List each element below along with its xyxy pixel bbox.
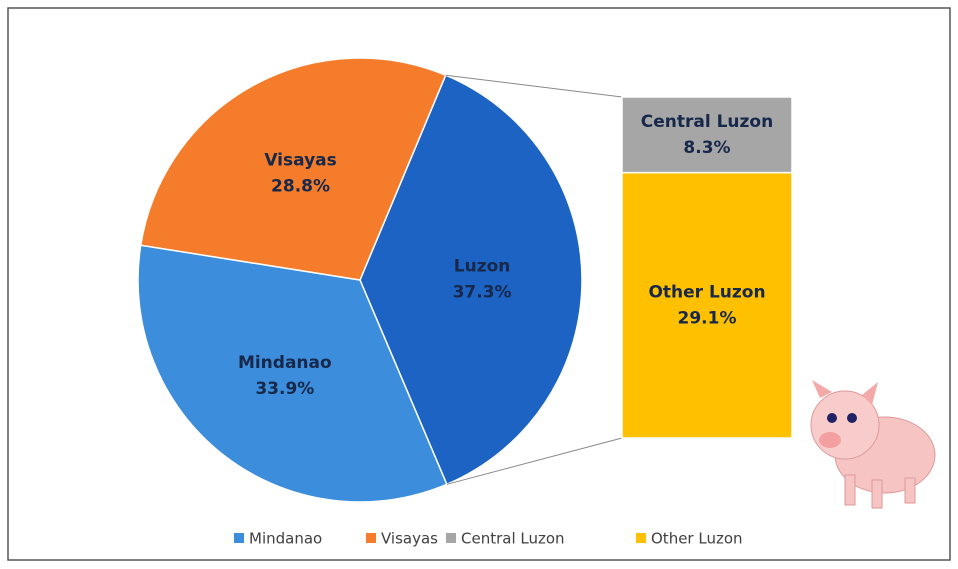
legend-swatch (234, 533, 244, 543)
pig-leg (872, 480, 882, 508)
bar-segment (622, 97, 792, 173)
legend-label: Visayas (381, 530, 438, 548)
pig-leg (905, 478, 915, 503)
slice-value: 33.9% (255, 379, 314, 399)
segment-value: 8.3% (683, 138, 730, 158)
slice-value: 37.3% (453, 283, 512, 303)
slice-value: 28.8% (271, 176, 330, 196)
pig-eye (847, 413, 857, 423)
chart: Mindanao Visayas Central Luzon Other Luz… (0, 0, 958, 569)
slice-name: Mindanao (238, 353, 332, 373)
segment-name: Central Luzon (641, 112, 773, 132)
pig-eye (827, 413, 837, 423)
bar-segment (622, 173, 792, 438)
segment-name: Other Luzon (648, 282, 765, 302)
legend-label: Other Luzon (651, 530, 743, 548)
legend-swatch (366, 533, 376, 543)
legend-swatch (636, 533, 646, 543)
slice-name: Luzon (454, 257, 511, 277)
segment-value: 29.1% (678, 308, 737, 328)
legend: Mindanao Visayas Central Luzon Other Luz… (234, 530, 743, 548)
pig-leg (845, 475, 855, 505)
legend-label: Mindanao (249, 530, 322, 548)
legend-swatch (446, 533, 456, 543)
pig-snout (819, 432, 841, 448)
legend-label: Central Luzon (461, 530, 565, 548)
slice-name: Visayas (264, 150, 336, 170)
